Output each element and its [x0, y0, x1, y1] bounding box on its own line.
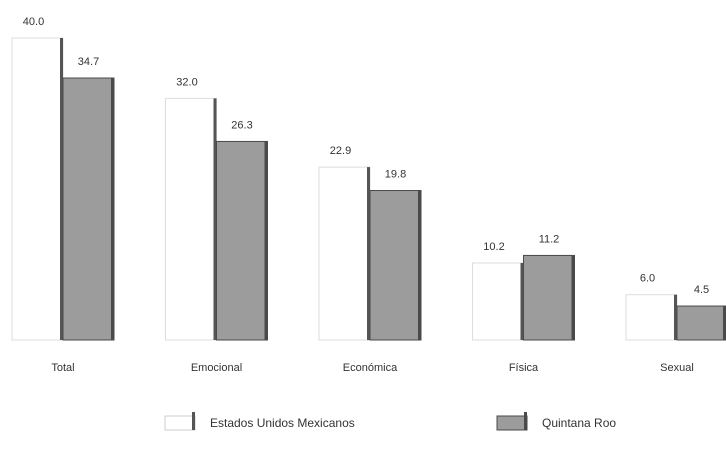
value-label: 10.2 [483, 241, 504, 253]
legend-label: Quintana Roo [542, 416, 616, 430]
bar [165, 97, 217, 341]
bar-edge [367, 167, 370, 340]
bar-edge [571, 255, 575, 340]
legend-swatch [496, 415, 528, 431]
bar [318, 166, 371, 341]
bar-edge [674, 294, 677, 340]
x-tick-label: Total [51, 362, 74, 374]
value-label: 40.0 [23, 16, 44, 28]
value-label: 22.9 [330, 145, 351, 157]
bar [523, 254, 575, 341]
bar [11, 37, 64, 341]
bar-edge [213, 98, 217, 341]
bar-edge [418, 190, 421, 340]
x-tick-label: Física [509, 362, 539, 374]
bar [472, 262, 524, 341]
value-label: 6.0 [640, 273, 655, 285]
value-label: 11.2 [539, 233, 560, 245]
legend-swatch-edge [192, 412, 195, 430]
x-tick-label: Sexual [660, 362, 694, 374]
x-tick-label: Económica [343, 362, 398, 374]
bar [216, 140, 268, 341]
value-label: 4.5 [694, 284, 709, 296]
legend-swatch-edge [524, 412, 527, 430]
bar-edge [111, 78, 114, 340]
legend-label: Estados Unidos Mexicanos [210, 416, 355, 430]
legend-swatch [164, 415, 196, 431]
value-label: 26.3 [231, 119, 252, 131]
bar-edge [520, 262, 524, 340]
bar-edge [264, 141, 268, 340]
bar [62, 77, 115, 341]
bar [676, 305, 726, 341]
value-label: 32.0 [176, 76, 197, 88]
value-label: 34.7 [78, 56, 99, 68]
bar-edge [723, 306, 726, 340]
bar [625, 294, 678, 341]
bar-edge [60, 38, 63, 340]
value-label: 19.8 [385, 168, 406, 180]
bar [369, 190, 422, 341]
x-tick-label: Emocional [191, 362, 242, 374]
